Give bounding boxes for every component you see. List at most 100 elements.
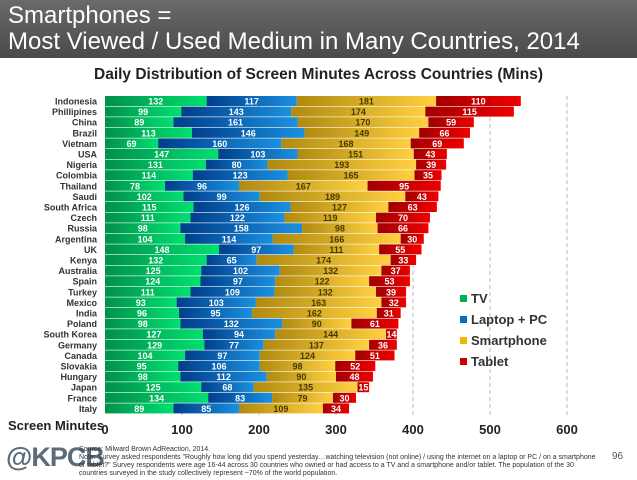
bar-tv: [105, 371, 181, 382]
data-label: 59: [446, 118, 456, 128]
data-label: 65: [227, 256, 237, 266]
bar-smartphone: [296, 96, 437, 106]
bar-smartphone: [272, 233, 401, 244]
bar-tv: [105, 308, 179, 318]
data-label: 115: [142, 203, 157, 213]
data-label: 163: [311, 298, 326, 308]
data-label: 111: [329, 245, 343, 255]
bar-tablet: [376, 286, 407, 297]
bar-tv: [105, 202, 194, 212]
category-label: Italy: [79, 404, 97, 414]
legend-item: Smartphone: [460, 330, 547, 351]
data-label: 104: [138, 351, 153, 361]
bar-tablet: [335, 361, 376, 371]
bar-tv: [105, 244, 219, 255]
category-label: India: [76, 309, 98, 319]
data-label: 85: [201, 404, 211, 414]
data-label: 97: [233, 277, 243, 287]
bar-tablet: [336, 371, 373, 382]
category-label: Slovakia: [60, 362, 98, 372]
bar-tablet: [416, 159, 447, 170]
bar-tablet: [381, 297, 407, 308]
bar-laptop-pc: [173, 403, 239, 414]
bar-laptop-pc: [201, 382, 254, 393]
bar-laptop-pc: [173, 117, 298, 128]
source-text: Source: Milward Brown AdReaction, 2014.: [79, 446, 211, 453]
data-label: 126: [235, 203, 250, 213]
bar-tv: [105, 159, 206, 170]
data-label: 98: [138, 372, 148, 382]
bar-laptop-pc: [201, 265, 280, 276]
data-label: 122: [315, 277, 330, 287]
legend-item: Tablet: [460, 351, 547, 372]
x-tick-label: 100: [171, 422, 193, 437]
data-label: 98: [138, 224, 148, 234]
category-label: UK: [84, 245, 97, 255]
data-label: 94: [234, 330, 244, 340]
category-label: Canada: [64, 351, 98, 361]
data-label: 90: [312, 319, 322, 329]
bar-smartphone: [275, 329, 387, 340]
data-label: 98: [335, 224, 345, 234]
data-label: 112: [216, 372, 231, 382]
data-label: 115: [462, 107, 477, 117]
bar-tv: [105, 223, 181, 234]
category-label: China: [72, 118, 98, 128]
data-label: 33: [398, 256, 408, 266]
data-label: 132: [318, 287, 333, 297]
bar-laptop-pc: [178, 361, 260, 371]
slide-title-line1: Smartphones =: [8, 2, 172, 29]
bar-laptop-pc: [205, 159, 268, 170]
data-label: 132: [148, 97, 163, 107]
data-label: 99: [217, 192, 227, 202]
data-label: 51: [370, 351, 380, 361]
data-label: 30: [339, 393, 349, 403]
x-tick-label: 600: [556, 422, 578, 437]
bar-tv: [105, 382, 202, 393]
bar-laptop-pc: [206, 96, 297, 106]
bar-tablet: [405, 191, 439, 202]
bar-tv: [105, 180, 166, 191]
bar-tablet: [355, 350, 395, 361]
category-label: France: [67, 393, 97, 403]
data-label: 89: [134, 404, 144, 414]
category-label: Thailand: [60, 181, 97, 191]
data-label: 117: [244, 97, 259, 107]
bar-tablet: [369, 276, 410, 287]
data-label: 35: [423, 171, 433, 181]
data-label: 125: [146, 383, 161, 393]
bar-laptop-pc: [204, 339, 264, 350]
bar-tablet: [386, 329, 397, 340]
data-label: 68: [222, 383, 232, 393]
data-label: 103: [250, 150, 265, 160]
category-label: Nigeria: [66, 160, 98, 170]
bar-tv: [105, 318, 181, 329]
category-label: Mexico: [66, 298, 97, 308]
bar-tablet: [419, 127, 470, 138]
category-label: Russia: [67, 224, 98, 234]
x-axis-label: Screen Minutes: [8, 418, 105, 433]
bar-laptop-pc: [181, 106, 292, 117]
bar-laptop-pc: [190, 286, 275, 297]
bar-tv: [105, 339, 205, 350]
data-label: 106: [211, 362, 226, 372]
category-label: Australia: [58, 266, 98, 276]
data-label: 103: [209, 298, 224, 308]
data-label: 52: [350, 362, 360, 372]
data-label: 111: [141, 213, 155, 223]
data-label: 122: [230, 213, 245, 223]
bar-tablet: [400, 233, 424, 244]
category-label: Colombia: [56, 171, 98, 181]
data-label: 146: [241, 128, 256, 138]
bar-smartphone: [297, 117, 429, 128]
data-label: 102: [233, 266, 248, 276]
data-label: 143: [229, 107, 244, 117]
legend-swatch: [460, 316, 467, 323]
data-label: 96: [137, 309, 147, 319]
legend-label: Laptop + PC: [471, 312, 548, 327]
data-label: 151: [348, 150, 363, 160]
data-label: 31: [384, 309, 394, 319]
bar-smartphone: [275, 276, 370, 287]
data-label: 97: [251, 245, 261, 255]
data-label: 104: [138, 234, 153, 244]
